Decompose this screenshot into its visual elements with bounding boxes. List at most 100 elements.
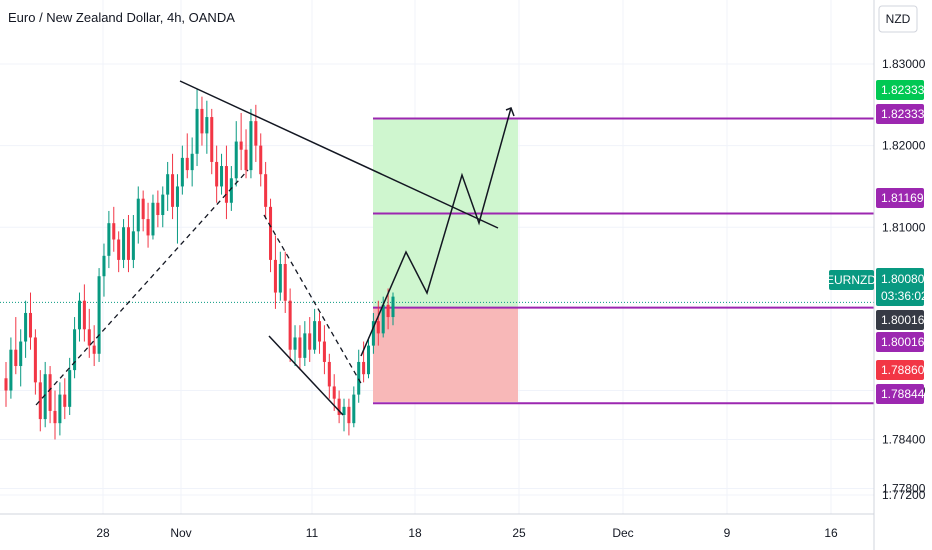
- x-tick-label-5: Dec: [612, 526, 633, 540]
- y-tick-label-5: 1.82000: [882, 139, 926, 153]
- candle-66: [327, 353, 331, 399]
- dashed-line-rise[interactable]: [35, 169, 249, 406]
- price-badge-bg-1: [876, 104, 924, 124]
- candle-44: [220, 153, 224, 195]
- candle-75: [371, 312, 375, 354]
- candle-body-28: [141, 198, 145, 220]
- candle-body-21: [107, 223, 111, 256]
- dashed-channel-upper[interactable]: [263, 214, 363, 386]
- price-badge-text-5: 1.78860: [881, 363, 925, 377]
- projection-path[interactable]: [360, 107, 512, 357]
- chart-title: Euro / New Zealand Dollar, 4h, OANDA: [8, 10, 235, 25]
- candle-63: [313, 308, 317, 354]
- candle-54: [269, 198, 273, 273]
- long-position-loss-zone[interactable]: [373, 307, 518, 402]
- candle-body-1: [9, 349, 13, 391]
- candle-body-69: [342, 406, 346, 416]
- candle-body-72: [357, 361, 361, 395]
- countdown-timer: 03:36:02: [881, 289, 928, 303]
- candle-body-26: [131, 231, 135, 260]
- candle-42: [210, 108, 214, 175]
- candle-51: [254, 104, 258, 162]
- candle-49: [244, 129, 248, 179]
- candle-body-14: [73, 329, 77, 371]
- candle-body-61: [303, 333, 307, 358]
- price-badge-bg-3: [876, 310, 924, 330]
- symbol-tag-text: EURNZD: [826, 273, 876, 287]
- candle-12: [63, 378, 67, 420]
- x-tick-label-3: 18: [408, 526, 422, 540]
- candle-53: [264, 161, 268, 220]
- candle-body-64: [318, 321, 322, 342]
- candle-body-68: [337, 398, 341, 416]
- candle-body-79: [391, 296, 395, 318]
- candle-62: [308, 317, 312, 362]
- currency-button[interactable]: NZD: [878, 5, 918, 33]
- candle-body-37: [185, 157, 189, 171]
- time-axis[interactable]: 28 Nov 11 18 25 Dec 9 16: [96, 526, 838, 540]
- y-tick-label-2: 1.78400: [882, 432, 926, 446]
- candle-body-31: [156, 202, 160, 216]
- candle-60: [298, 325, 302, 371]
- price-badge-6: 1.78844: [876, 384, 925, 404]
- candle-2: [14, 317, 18, 375]
- candle-59: [293, 325, 297, 367]
- candle-17: [87, 308, 91, 358]
- candle-body-0: [4, 378, 8, 391]
- candle-body-74: [366, 345, 371, 375]
- candle-body-78: [386, 304, 390, 318]
- price-badge-text-6: 1.78844: [881, 387, 925, 401]
- x-tick-label-2: 11: [306, 526, 319, 540]
- candle-body-24: [122, 227, 126, 260]
- candle-body-66: [327, 361, 331, 387]
- candle-body-27: [136, 198, 140, 232]
- candle-body-11: [58, 394, 62, 424]
- candlesticks: [4, 88, 395, 440]
- trendline-resistance[interactable]: [179, 80, 499, 229]
- candle-body-63: [313, 321, 317, 350]
- y-tick-label-0: 1.77200: [882, 488, 926, 502]
- candle-56: [278, 251, 282, 301]
- candle-body-7: [38, 382, 42, 420]
- candle-33: [166, 161, 170, 211]
- candle-body-4: [24, 312, 28, 342]
- trend-drawings: [35, 80, 515, 416]
- horizontal-levels: [373, 117, 874, 405]
- candle-body-59: [293, 337, 297, 350]
- candle-body-51: [254, 121, 258, 146]
- candle-body-8: [43, 374, 47, 420]
- last-price-badge: 1.80080 03:36:02: [876, 268, 928, 306]
- candle-55: [273, 235, 277, 309]
- candle-69: [342, 398, 346, 432]
- candle-45: [224, 145, 228, 220]
- candle-body-30: [151, 202, 155, 236]
- candle-50: [249, 108, 253, 179]
- candle-body-47: [234, 141, 238, 179]
- candle-13: [68, 357, 72, 416]
- candle-body-34: [171, 174, 175, 207]
- candle-61: [303, 321, 307, 367]
- candle-52: [259, 133, 263, 187]
- candle-body-23: [117, 239, 121, 260]
- candle-body-46: [229, 178, 233, 203]
- candle-body-41: [205, 117, 209, 134]
- candle-48: [239, 112, 243, 171]
- symbol-tag: EURNZD: [826, 270, 876, 290]
- candle-body-53: [264, 174, 268, 207]
- price-badge-5: 1.78860: [876, 360, 925, 380]
- candle-70: [347, 398, 351, 436]
- candle-57: [283, 251, 287, 313]
- candle-32: [161, 186, 165, 228]
- channel-lower-line[interactable]: [268, 335, 344, 416]
- projection-arrow-head: [505, 107, 515, 117]
- candle-79: [391, 292, 395, 326]
- candle-20: [102, 243, 106, 297]
- x-tick-label-4: 25: [512, 526, 526, 540]
- candle-14: [73, 317, 77, 379]
- candle-body-49: [244, 149, 248, 171]
- candle-body-13: [68, 370, 72, 407]
- candle-19: [97, 268, 101, 362]
- candle-body-25: [126, 227, 130, 260]
- candle-body-58: [288, 300, 292, 350]
